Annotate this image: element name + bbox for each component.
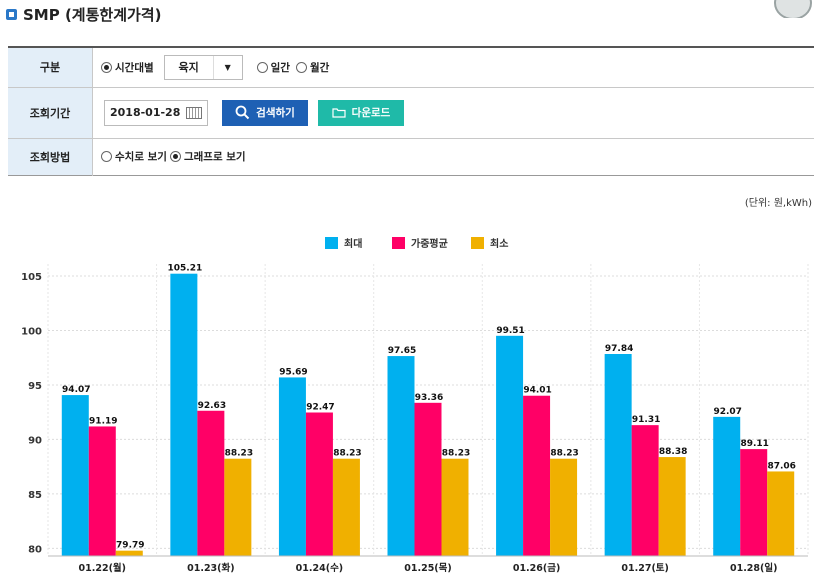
bar [550, 458, 578, 556]
bar [713, 416, 741, 556]
bar-value-label: 91.31 [632, 415, 660, 425]
radio-numeric-label: 수치로 보기 [115, 151, 167, 163]
bar [767, 471, 795, 556]
radio-selected-icon [169, 151, 181, 162]
bar-value-label: 93.36 [415, 393, 443, 403]
x-tick-label: 01.26(금) [513, 563, 560, 574]
bar [61, 395, 89, 556]
radio-daily-label: 일간 [270, 61, 290, 74]
legend-swatch [471, 237, 484, 249]
chevron-down-icon: ▼ [224, 62, 231, 72]
legend-swatch [325, 237, 338, 249]
x-tick-label: 01.23(화) [187, 562, 234, 574]
page-title: SMP (계통한계가격) [23, 5, 162, 24]
legend-label: 최소 [490, 237, 508, 250]
bar-chart: 80 85 90 95 100 105 94.07 91.19 79.79 01.22(월) 105… [21, 237, 809, 574]
y-tick-label: 85 [28, 490, 42, 501]
bar [740, 449, 768, 556]
bar [170, 273, 198, 556]
bar-value-label: 89.11 [740, 439, 768, 449]
date-value: 2018-01-28 [110, 106, 181, 119]
download-button[interactable]: 다운로드 [318, 99, 404, 126]
region-select-value: 육지 [165, 55, 214, 79]
row-label-method: 조회방법 [8, 138, 93, 175]
bar [496, 335, 524, 556]
row-label-period: 조회기간 [8, 87, 93, 139]
x-tick-label: 01.28(일) [730, 562, 777, 574]
x-tick-label: 01.22(월) [79, 562, 126, 574]
bar [523, 395, 551, 556]
bar [387, 356, 415, 556]
bar-value-label: 88.23 [442, 449, 470, 459]
y-tick-label: 80 [28, 544, 42, 555]
bar-value-label: 87.06 [767, 461, 795, 471]
radio-hourly-label: 시간대별 [115, 61, 154, 74]
folder-icon [332, 108, 346, 118]
bar-value-label: 97.65 [388, 346, 416, 356]
radio-empty-icon [256, 61, 268, 73]
bar [332, 458, 360, 556]
y-tick-label: 90 [28, 435, 42, 446]
bar-value-label: 99.51 [496, 326, 524, 336]
radio-monthly[interactable]: 월간 [295, 60, 330, 75]
bar-value-label: 88.23 [225, 449, 253, 459]
y-tick-label: 95 [28, 381, 42, 392]
bar-value-label: 92.47 [306, 403, 334, 413]
radio-monthly-label: 월간 [309, 61, 330, 74]
radio-graph-view[interactable]: 그래프로 보기 [169, 149, 246, 164]
date-input[interactable]: 2018-01-28 [104, 99, 208, 126]
y-tick-label: 105 [21, 272, 42, 283]
x-tick-label: 01.27(토) [621, 563, 668, 574]
y-tick-label: 100 [21, 326, 42, 337]
bar-value-label: 95.69 [279, 367, 307, 377]
bar [88, 426, 116, 556]
mascot-icon [770, 0, 816, 18]
page-header: SMP (계통한계가격) [6, 4, 161, 24]
bar [441, 458, 469, 556]
bar [278, 377, 306, 556]
bar-value-label: 91.19 [89, 416, 117, 426]
search-button[interactable]: 검색하기 [222, 99, 308, 126]
unit-label: (단위: 원,kWh) [744, 198, 812, 209]
bar-value-label: 79.79 [116, 541, 144, 551]
radio-numeric-view[interactable]: 수치로 보기 [101, 149, 167, 164]
bar-value-label: 88.38 [659, 447, 687, 457]
region-select[interactable]: 육지 ▼ [163, 54, 243, 80]
radio-empty-icon [101, 151, 112, 162]
bar [197, 410, 225, 556]
x-tick-label: 01.24(수) [296, 563, 343, 574]
legend-label: 최대 [344, 237, 362, 250]
x-tick-label: 01.25(목) [404, 563, 451, 574]
bar-value-label: 94.01 [523, 386, 551, 396]
download-button-label: 다운로드 [351, 107, 391, 119]
bar [604, 353, 632, 556]
bar-value-label: 105.21 [167, 264, 202, 274]
bar-value-label: 97.84 [605, 344, 633, 354]
legend-swatch [392, 237, 405, 249]
bar-value-label: 92.07 [713, 407, 741, 417]
search-icon [235, 105, 250, 120]
bar [115, 550, 143, 556]
bar-value-label: 88.23 [333, 449, 361, 459]
bar-value-label: 94.07 [62, 385, 90, 395]
radio-selected-icon [101, 61, 112, 73]
radio-daily[interactable]: 일간 [256, 60, 290, 75]
row-label-category: 구분 [8, 47, 93, 88]
search-button-label: 검색하기 [256, 107, 295, 119]
radio-hourly[interactable]: 시간대별 [101, 60, 154, 75]
bar [414, 402, 442, 556]
bar [305, 412, 333, 556]
bar [224, 458, 252, 556]
radio-empty-icon [295, 61, 307, 73]
bar-value-label: 92.63 [198, 401, 226, 411]
bar [631, 425, 659, 556]
legend-label: 가중평균 [411, 237, 448, 250]
title-bullet-icon [6, 8, 17, 20]
bar [658, 457, 686, 556]
search-form: 구분 시간대별 육지 ▼ 일간 월간 [8, 46, 814, 176]
calendar-icon[interactable] [186, 106, 202, 119]
bar-value-label: 88.23 [550, 449, 578, 459]
radio-graph-label: 그래프로 보기 [183, 151, 246, 163]
